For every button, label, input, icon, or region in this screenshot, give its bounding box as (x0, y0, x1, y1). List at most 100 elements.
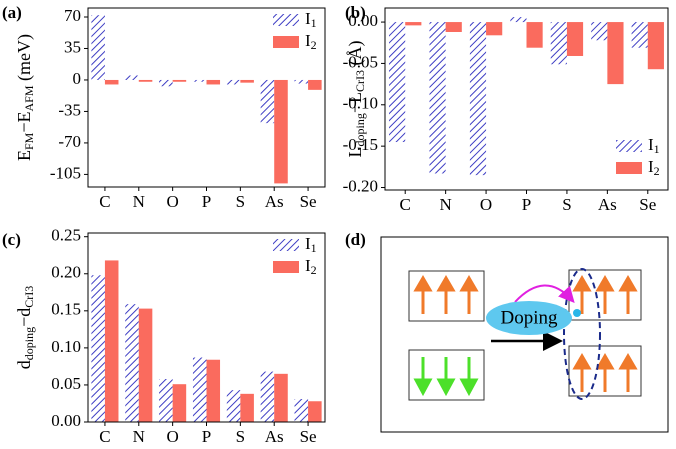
dashed-ellipse (563, 268, 601, 400)
x-tick-label: Se (300, 192, 317, 211)
bar (172, 384, 187, 422)
bar (510, 17, 527, 23)
y-axis-label: EFM−EAFM (meV) (14, 34, 36, 161)
bar (104, 260, 119, 422)
axes-frame (87, 7, 326, 188)
legend-label-sub: 1 (654, 142, 660, 156)
y-axis-label-part: d (14, 360, 34, 369)
y-axis-label-part: −d (14, 308, 34, 327)
y-axis-label: Ldoping−LCrI3 (Å) (345, 41, 367, 158)
x-tick-label: O (480, 195, 492, 214)
y-axis-label: ddoping−dCrI3 (14, 286, 36, 370)
legend-swatch (273, 239, 299, 251)
legend-label-sub: 2 (654, 164, 660, 178)
curved-arrow (514, 284, 575, 303)
y-tick-label: -0.15 (343, 135, 378, 154)
y-tick-label: -35 (58, 100, 81, 119)
bar (226, 390, 241, 422)
x-tick-label: Se (300, 427, 317, 446)
bar (260, 371, 275, 422)
panel-label: (c) (2, 230, 21, 249)
bar (445, 22, 462, 32)
legend-swatch (616, 162, 642, 174)
legend-label-main: I (648, 157, 654, 176)
legend-swatch (273, 14, 299, 26)
bar (274, 79, 288, 184)
legend-swatch (616, 140, 642, 152)
x-tick-label: S (562, 195, 571, 214)
x-tick-label: N (133, 427, 145, 446)
y-tick-label: 0.25 (51, 226, 81, 245)
y-tick-label: 0.10 (51, 337, 81, 356)
legend-label-sub: 1 (311, 16, 317, 30)
bar (526, 22, 543, 48)
legend-swatch (273, 36, 299, 48)
legend-label: I2 (648, 157, 660, 178)
bar (566, 22, 584, 56)
x-tick-label: As (265, 192, 284, 211)
y-tick-label: -105 (50, 163, 81, 182)
dopant (573, 309, 581, 317)
bar (429, 22, 446, 174)
legend-label-main: I (305, 234, 311, 253)
y-tick-label: 35 (64, 37, 81, 56)
y-axis-label-part: −E (14, 112, 34, 133)
bar (125, 75, 139, 80)
legend-label-main: I (305, 256, 311, 275)
x-tick-label: C (99, 192, 110, 211)
bar (91, 275, 105, 422)
x-tick-label: N (440, 195, 452, 214)
y-tick-label: 0.15 (51, 300, 81, 319)
bar (607, 22, 624, 85)
legend-swatch (273, 261, 299, 273)
axes-frame (384, 7, 669, 191)
bar (550, 22, 567, 65)
bar (125, 304, 139, 422)
y-tick-label: -0.20 (343, 176, 378, 195)
legend-label-sub: 1 (311, 241, 317, 255)
legend-label-main: I (305, 31, 311, 50)
spin-up-box (408, 270, 485, 322)
diagram-frame (380, 236, 669, 433)
x-tick-label: P (522, 195, 531, 214)
y-tick-label: 0.05 (51, 374, 81, 393)
y-axis-label-part: CrI3 (353, 70, 367, 92)
bar (308, 79, 322, 90)
legend-label: I2 (305, 256, 317, 277)
x-tick-label: As (265, 427, 284, 446)
y-tick-label: -70 (58, 132, 81, 151)
panel-label: (a) (2, 3, 22, 22)
bar (486, 22, 503, 36)
legend-label: I2 (305, 31, 317, 52)
chart-panel: (a) 70 35 0 -35 -70 -105 C N O P S As Se EFM−EAFM (meV… (2, 3, 326, 211)
y-axis-label-part: (Å) (345, 41, 366, 71)
bar (260, 79, 275, 124)
bar (308, 401, 322, 422)
panel-label: (b) (345, 3, 366, 22)
y-tick-label: -0.05 (343, 52, 378, 71)
y-axis-label-part: AFM (22, 85, 36, 111)
legend-label: I1 (648, 135, 660, 156)
x-tick-label: S (236, 192, 245, 211)
panel-label: (d) (345, 230, 366, 249)
bar (294, 399, 309, 422)
diagram: (d) (345, 230, 669, 433)
chart-panel: (b)0.00 -0.05 -0.10 -0.15 -0.20 C N O P S As Se Ldop… (343, 3, 669, 214)
bar (172, 79, 187, 82)
x-tick-label: N (133, 192, 145, 211)
bar (159, 379, 173, 422)
bar (192, 357, 207, 422)
x-tick-label: Se (639, 195, 656, 214)
axes-frame (87, 232, 326, 423)
y-axis-label-part: (meV) (14, 34, 35, 85)
bar (104, 79, 119, 85)
x-tick-label: O (167, 427, 179, 446)
y-tick-label: 0.00 (348, 11, 378, 30)
legend-label-main: I (305, 9, 311, 28)
x-tick-label: O (167, 192, 179, 211)
bar (206, 359, 221, 422)
doping-text: Doping (501, 307, 559, 328)
doped-up-box (568, 269, 642, 321)
y-axis-label-part: doping (353, 113, 367, 146)
